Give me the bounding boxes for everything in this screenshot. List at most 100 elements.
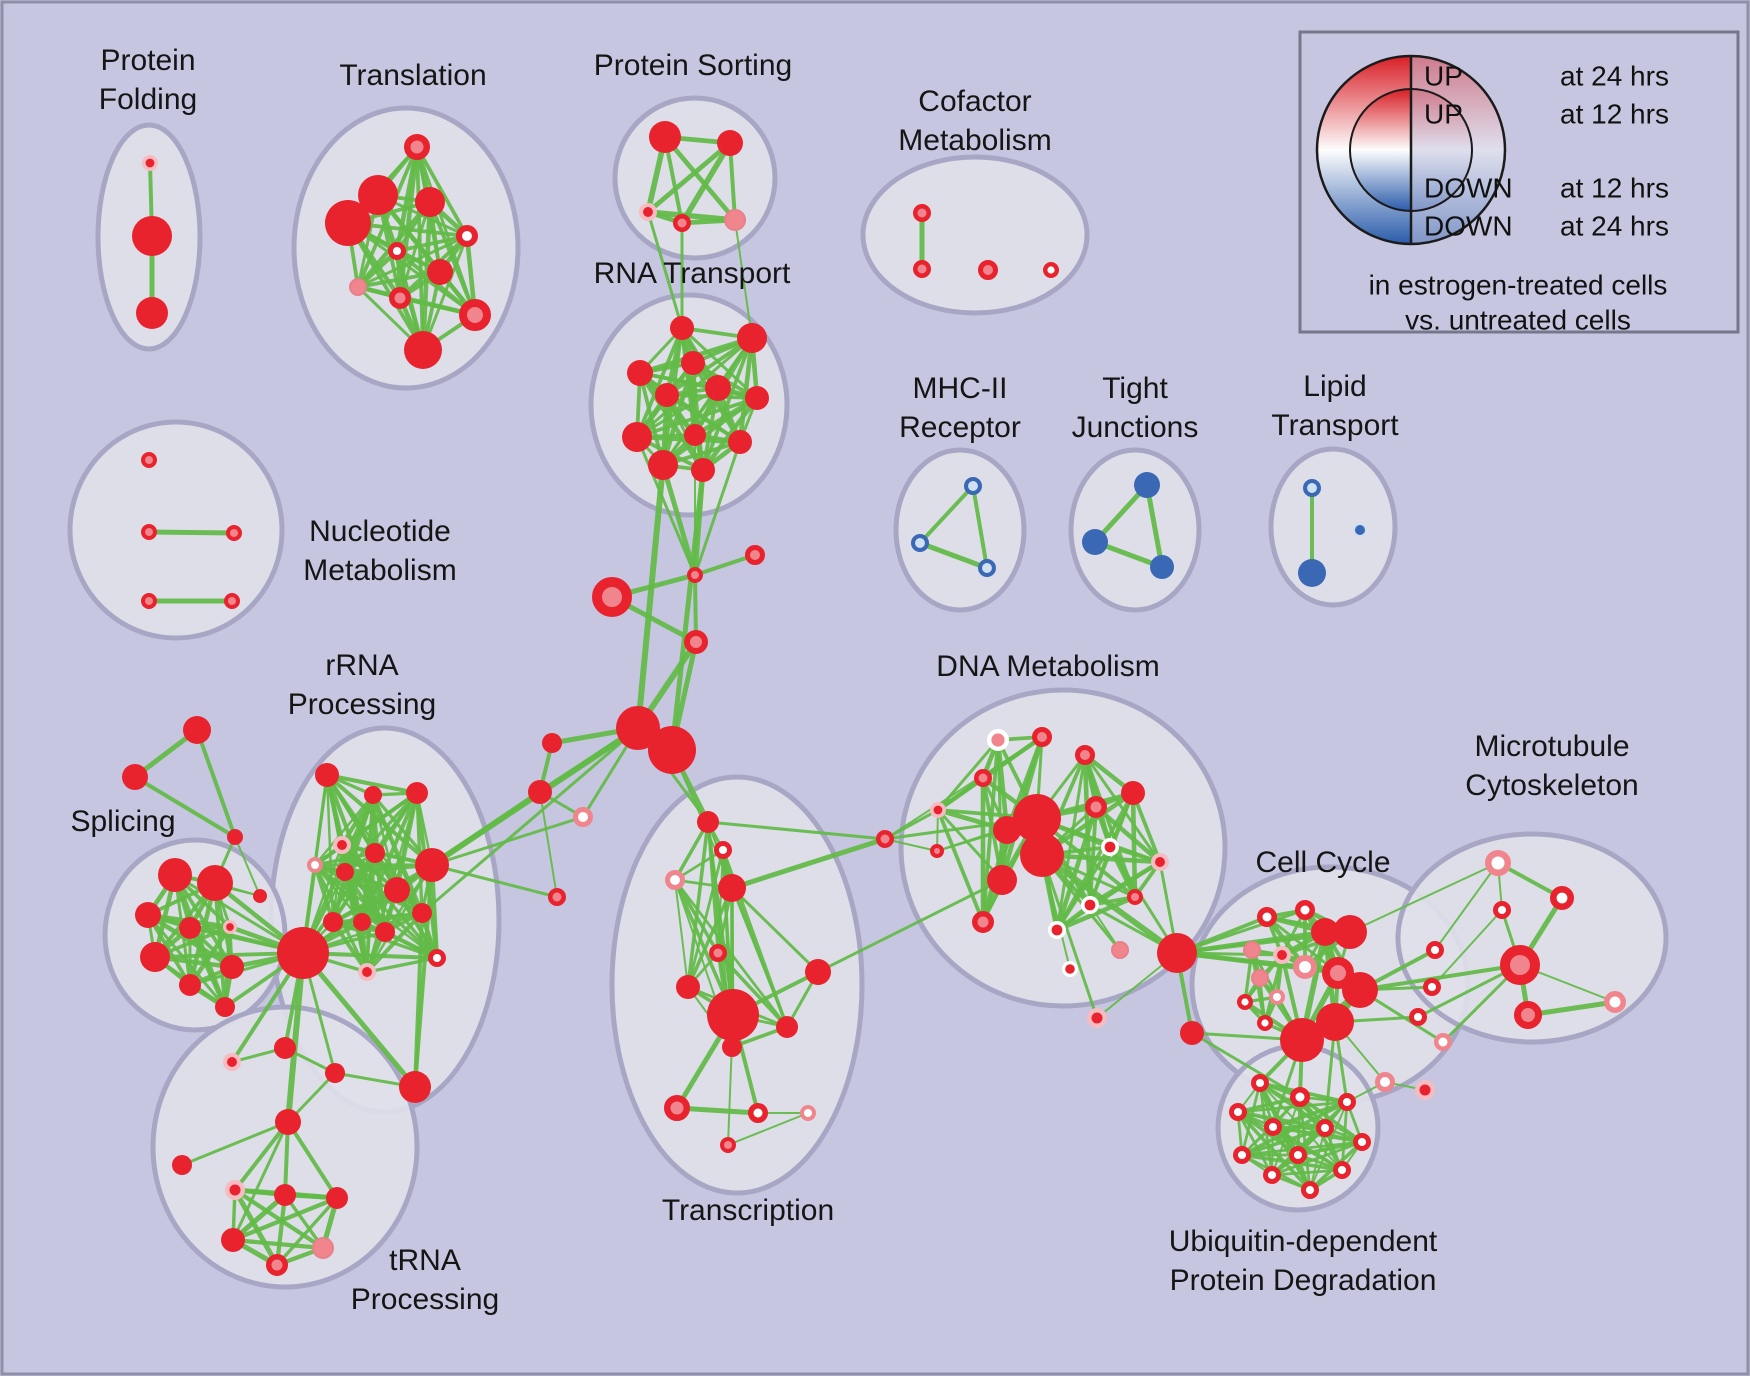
cluster-label-mhc-ii-receptor-line1: Receptor: [899, 411, 1021, 444]
node-u8: [1232, 1145, 1251, 1164]
legend: UP at 24 hrs UP at 12 hrs DOWN at 12 hrs DOWN a…: [1298, 30, 1740, 335]
node-tn1: [172, 1155, 192, 1175]
edge-x1-pc1: [706, 820, 887, 841]
edge-r7-r11: [661, 396, 759, 467]
node-r5: [705, 375, 731, 401]
node-rr8: [384, 877, 410, 903]
node-d3: [1075, 745, 1095, 765]
node-m6: [528, 780, 552, 804]
cluster-lipid-transport: [1268, 446, 1398, 608]
node-cc5: [1243, 941, 1261, 959]
cluster-label-nucleotide-metabolism-line0: Nucleotide: [309, 515, 451, 548]
node-n3: [226, 525, 242, 541]
node-cc7: [1293, 955, 1317, 979]
node-cm1: [1425, 940, 1444, 959]
edge-cc4-mt1: [1349, 862, 1499, 933]
node-t5: [455, 224, 478, 247]
edge-rr13-rr15: [364, 910, 425, 975]
edge-r8-m1: [635, 435, 697, 577]
edge-d19-d16: [1089, 904, 1121, 951]
edge-r10-m1: [693, 440, 742, 577]
node-rr1: [315, 763, 339, 787]
cluster-label-trna-processing-line0: tRNA: [389, 1244, 461, 1277]
node-m4: [684, 630, 708, 654]
node-m2: [745, 545, 765, 565]
node-u7: [1352, 1132, 1371, 1151]
cluster-label-protein-folding-line1: Folding: [99, 83, 197, 116]
node-s9: [253, 889, 267, 903]
node-c1: [913, 204, 931, 222]
node-m7: [573, 807, 593, 827]
node-q2: [911, 534, 930, 553]
edge-pc1-d2: [884, 736, 1043, 840]
legend-time-label: at 24 hrs: [1560, 60, 1669, 91]
node-d12: [987, 865, 1017, 895]
node-d18: [1048, 920, 1067, 939]
edge-u6-u8: [1240, 1126, 1327, 1157]
node-cm4: [1434, 1033, 1452, 1051]
node-u12: [1300, 1180, 1319, 1199]
node-m5: [542, 733, 562, 753]
edge-r12-hub2: [669, 467, 706, 753]
node-r2: [737, 323, 767, 353]
node-x13: [800, 1105, 816, 1121]
cluster-label-microtubule-cytoskeleton-line0: Microtubule: [1474, 730, 1629, 763]
node-s5: [222, 920, 237, 935]
edge-r7-r12: [700, 395, 760, 473]
cluster-label-cell-cycle-line0: Cell Cycle: [1255, 846, 1390, 879]
edge-x4-x8: [731, 887, 788, 1028]
node-cc4: [1333, 915, 1367, 949]
cluster-protein-sorting: [612, 95, 778, 261]
node-u2: [1290, 1087, 1310, 1107]
edge-p5-r2: [734, 219, 753, 339]
edge-q1-q3: [971, 484, 989, 570]
edge-st3-s9: [234, 836, 261, 897]
node-rr7: [336, 863, 354, 881]
edge-rr19-h1: [233, 1120, 290, 1192]
node-t1: [404, 134, 430, 160]
edge-x4-x6: [686, 886, 734, 989]
edge-bb1-u2: [1190, 1031, 1302, 1099]
edge-rr10-rr15: [330, 919, 370, 975]
cluster-label-cofactor-metabolism-line1: Metabolism: [898, 124, 1051, 157]
edge-h1-h5: [232, 1187, 326, 1251]
node-h2: [274, 1184, 296, 1206]
node-cc6: [1273, 946, 1292, 965]
edge-p2-p3: [645, 140, 733, 215]
node-x10: [722, 1037, 742, 1057]
edge-cm1-mt1: [1434, 862, 1499, 951]
cluster-label-lipid-transport-line1: Transport: [1271, 409, 1399, 442]
edge-cm2-mt3: [1431, 909, 1503, 988]
legend-direction-label: DOWN: [1424, 172, 1513, 203]
legend-time-label: at 24 hrs: [1560, 210, 1669, 241]
node-pr1: [1375, 1072, 1395, 1092]
network-nodes: [122, 121, 1626, 1276]
node-n2: [141, 524, 157, 540]
node-cc11: [1236, 994, 1253, 1011]
edge-x11-x12: [674, 1105, 761, 1116]
edge-rr19-tn1: [180, 1120, 290, 1167]
node-u3: [1337, 1092, 1356, 1111]
edge-u7-u11: [1270, 1140, 1364, 1177]
node-mt9: [1604, 991, 1626, 1013]
node-r10: [728, 430, 752, 454]
node-u11: [1262, 1165, 1281, 1184]
edge-hub1-rr13: [420, 726, 640, 915]
node-rr17: [274, 1037, 296, 1059]
edge-d8-d14: [1131, 791, 1162, 864]
node-cc9: [1251, 969, 1269, 987]
node-n4: [141, 593, 157, 609]
legend-caption-line0: in estrogen-treated cells: [1369, 269, 1668, 300]
cluster-label-ubiquitin-protein-degradation-line1: Protein Degradation: [1170, 1264, 1437, 1297]
cluster-label-rrna-processing-line0: rRNA: [325, 649, 398, 682]
node-cc10: [1269, 989, 1285, 1005]
cluster-label-tight-junctions-line0: Tight: [1102, 372, 1168, 405]
edge-t1-t8: [356, 145, 419, 289]
node-rr14: [428, 948, 447, 967]
node-d13: [1101, 837, 1120, 856]
node-t3: [415, 187, 445, 217]
node-h3: [326, 1187, 348, 1209]
node-st2: [122, 764, 148, 790]
node-t4: [325, 200, 371, 246]
